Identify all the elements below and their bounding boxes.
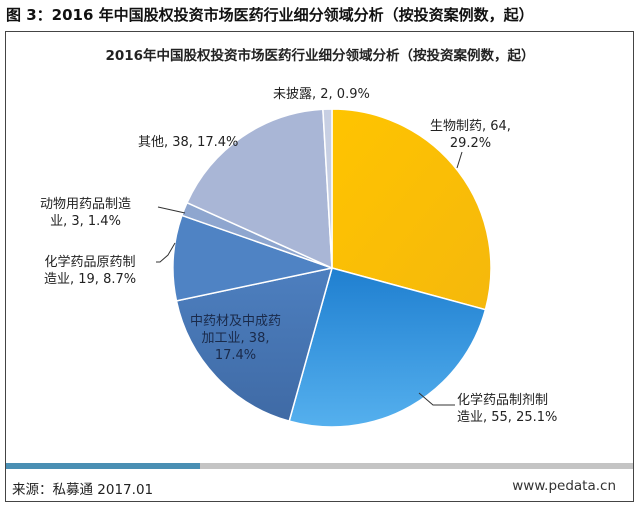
pie-slices xyxy=(172,108,492,428)
progress-bar-fill xyxy=(6,463,201,469)
chart-title: 2016年中国股权投资市场医药行业细分领域分析（按投资案例数，起） xyxy=(105,48,535,64)
pie-slice xyxy=(172,214,335,302)
website-text: www.pedata.cn xyxy=(512,478,616,494)
progress-bar xyxy=(6,463,633,469)
figure-caption: 图 3：2016 年中国股权投资市场医药行业细分领域分析（按投资案例数，起） xyxy=(6,6,534,24)
label-biopharma: 生物制药, 64, 29.2% xyxy=(430,119,511,151)
pie-slice xyxy=(331,108,492,311)
leader-lines xyxy=(156,151,463,406)
label-other: 其他, 38, 17.4% xyxy=(138,135,239,150)
pie-slice xyxy=(186,108,333,270)
label-chem-api: 化学药品原药制 造业, 19, 8.7% xyxy=(44,255,137,287)
label-undisclosed: 未披露, 2, 0.9% xyxy=(273,87,370,102)
label-tcm: 中药材及中成药 加工业, 38, 17.4% xyxy=(190,314,282,363)
pie-slice xyxy=(288,267,487,428)
pie-slice xyxy=(175,267,334,423)
label-chem-preparation: 化学药品制剂制 造业, 55, 25.1% xyxy=(457,393,558,425)
source-text: 来源：私募通 2017.01 xyxy=(12,482,154,498)
pie-slice xyxy=(322,108,333,269)
label-veterinary: 动物用药品制造 业, 3, 1.4% xyxy=(40,197,132,229)
